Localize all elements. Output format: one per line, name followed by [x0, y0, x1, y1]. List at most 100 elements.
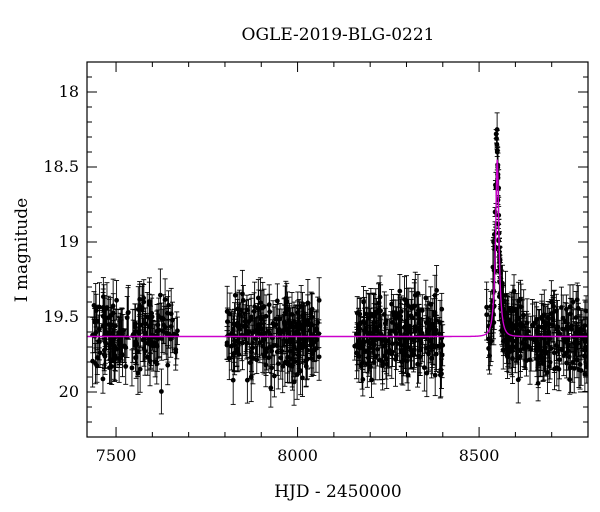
data-point	[232, 276, 238, 315]
plot-frame	[86, 61, 589, 438]
data-point	[554, 300, 560, 354]
data-point	[296, 299, 302, 346]
y-tick-label: 19.5	[43, 307, 79, 326]
data-point	[354, 296, 360, 330]
data-point	[266, 284, 272, 326]
data-point	[354, 322, 360, 372]
data-points	[90, 112, 588, 415]
data-point	[484, 288, 490, 341]
x-tick-label: 8000	[277, 446, 318, 465]
data-point	[230, 355, 236, 405]
data-point	[100, 288, 106, 327]
data-point	[240, 285, 246, 316]
data-point	[91, 291, 97, 320]
data-point	[244, 356, 250, 404]
data-point	[158, 368, 164, 415]
data-point	[389, 328, 395, 359]
data-point	[574, 282, 580, 318]
data-point	[146, 277, 152, 326]
data-point	[426, 307, 432, 353]
data-point	[141, 331, 147, 367]
data-point	[101, 338, 107, 372]
data-point	[117, 321, 123, 368]
data-point	[407, 325, 413, 370]
data-point	[546, 349, 552, 384]
data-point	[405, 359, 411, 391]
data-point	[141, 279, 147, 325]
data-point	[244, 313, 250, 350]
data-point	[106, 351, 112, 385]
y-axis-label: I magnitude	[12, 198, 32, 302]
data-point	[137, 345, 143, 393]
data-point	[300, 311, 306, 349]
data-point	[256, 289, 262, 328]
data-point	[544, 304, 550, 343]
data-point	[431, 326, 437, 366]
data-point	[108, 297, 114, 334]
data-point	[316, 332, 322, 381]
data-point	[514, 293, 520, 334]
data-point	[556, 340, 562, 380]
data-point	[362, 296, 368, 350]
data-point	[174, 316, 180, 346]
data-point	[248, 297, 254, 336]
data-point	[285, 345, 291, 384]
data-point	[545, 324, 551, 362]
data-point	[369, 327, 375, 359]
y-tick-label: 19	[59, 232, 79, 251]
data-point	[279, 308, 285, 355]
data-point	[152, 346, 158, 378]
data-point	[399, 327, 405, 374]
data-point	[307, 308, 313, 352]
data-point	[129, 349, 135, 387]
data-point	[535, 365, 541, 402]
data-point	[270, 326, 276, 366]
data-point	[567, 297, 573, 330]
x-axis-label: HJD - 2450000	[274, 482, 402, 502]
data-point	[104, 282, 110, 333]
data-point	[486, 326, 492, 371]
data-point	[433, 315, 439, 345]
data-point	[224, 326, 230, 360]
data-point	[437, 351, 443, 399]
data-point	[380, 347, 386, 385]
data-point	[281, 314, 287, 346]
data-point	[394, 306, 400, 350]
data-point	[511, 274, 517, 308]
model-line	[87, 159, 588, 338]
data-point	[488, 320, 494, 363]
data-point	[575, 285, 581, 332]
data-point	[299, 358, 305, 397]
data-point	[411, 282, 417, 330]
data-point	[421, 343, 427, 392]
data-point	[289, 345, 295, 388]
data-point	[357, 324, 363, 357]
data-point	[353, 326, 359, 380]
data-point	[494, 147, 500, 157]
data-point	[125, 287, 131, 339]
data-point	[306, 302, 312, 348]
data-point	[242, 304, 248, 339]
x-tick-label: 8500	[459, 446, 500, 465]
data-point	[400, 334, 406, 386]
data-point	[436, 316, 442, 351]
axis-ticks: 7500 8000 8500 18 18.5 19 19.5 20	[43, 61, 589, 465]
data-point	[275, 314, 281, 347]
data-point	[411, 331, 417, 368]
data-point	[530, 303, 536, 347]
data-point	[390, 294, 396, 332]
y-tick-label: 18	[59, 82, 79, 101]
data-point	[550, 301, 556, 348]
data-point	[365, 342, 371, 374]
data-point	[271, 354, 277, 398]
data-point	[168, 320, 174, 358]
y-tick-label: 18.5	[43, 157, 79, 176]
data-point	[96, 310, 102, 349]
data-point	[522, 317, 528, 362]
data-point	[162, 299, 168, 355]
data-point	[551, 347, 557, 391]
data-point	[534, 332, 540, 386]
data-point	[157, 268, 163, 322]
data-point	[563, 294, 569, 325]
